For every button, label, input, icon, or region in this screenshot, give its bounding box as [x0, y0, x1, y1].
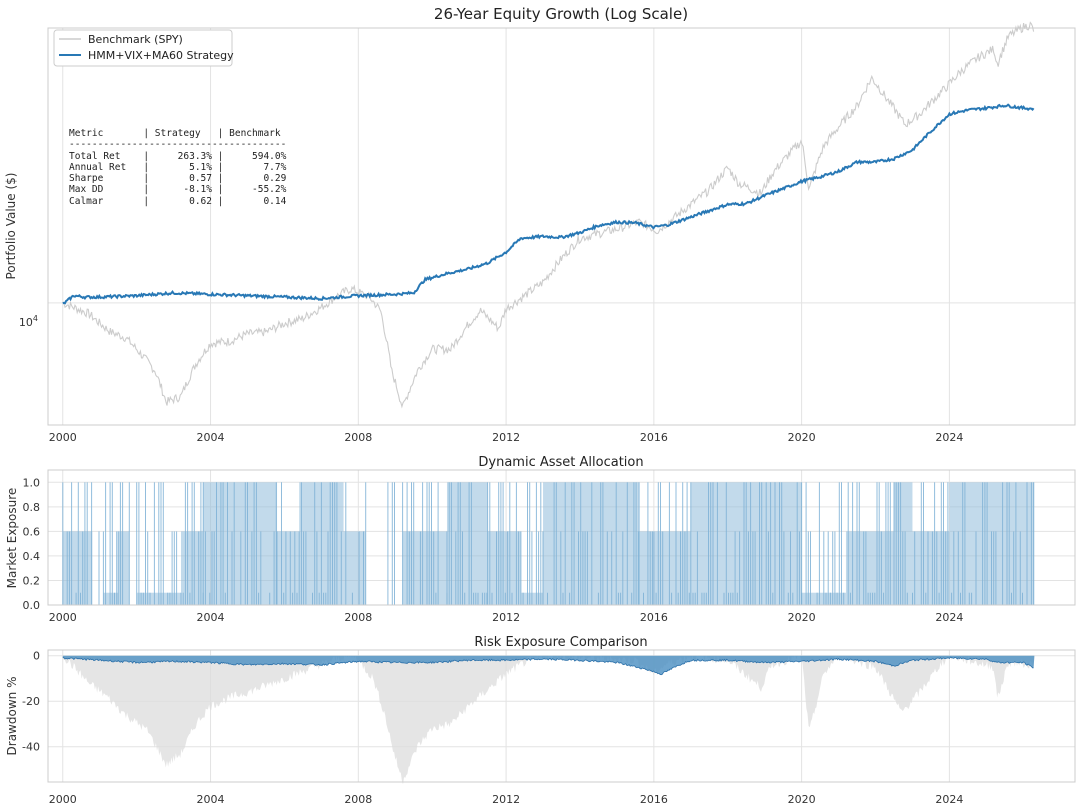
equity-y-axis-label: Portfolio Value ($) — [4, 173, 18, 280]
equity-x-tick-2020: 2020 — [788, 431, 816, 444]
drawdown-y-tick-0: 0 — [33, 650, 40, 663]
allocation-y-tick-0.2: 0.2 — [23, 574, 41, 587]
benchmark-line — [62, 21, 1035, 409]
drawdown-x-tick-2000: 2000 — [49, 793, 77, 806]
drawdown-x-tick-2016: 2016 — [640, 793, 668, 806]
drawdown-x-tick-2004: 2004 — [197, 793, 225, 806]
equity-x-tick-2004: 2004 — [197, 431, 225, 444]
equity-plot-frame — [47, 27, 1076, 426]
legend-label-strategy: HMM+VIX+MA60 Strategy — [88, 49, 234, 62]
drawdown-x-ticks: 2000 2004 2008 2012 2016 2020 2024 — [49, 793, 964, 806]
allocation-regime-6 — [203, 482, 278, 605]
equity-y-tick-10k: 104 — [19, 314, 38, 329]
allocation-regime-13 — [487, 531, 521, 605]
allocation-regime-11 — [402, 531, 447, 605]
strategy-drawdown-area — [62, 655, 1035, 675]
allocation-plot-frame — [47, 469, 1076, 606]
allocation-y-tick-0.8: 0.8 — [23, 501, 41, 514]
drawdown-x-tick-2020: 2020 — [788, 793, 816, 806]
drawdown-y-axis-label: Drawdown % — [5, 677, 19, 756]
allocation-x-tick-2024: 2024 — [935, 611, 963, 624]
strategy-drawdown-line — [62, 656, 1034, 676]
stats-row-annual-ret: Annual Ret | 5.1% | 7.7% — [69, 162, 287, 173]
drawdown-chart-title: Risk Exposure Comparison — [474, 635, 647, 650]
allocation-regime-12 — [446, 482, 488, 605]
allocation-y-axis-label: Market Exposure — [5, 488, 19, 589]
allocation-regime-9 — [343, 531, 366, 605]
equity-x-tick-2024: 2024 — [935, 431, 963, 444]
allocation-x-tick-2012: 2012 — [492, 611, 520, 624]
allocation-x-tick-2020: 2020 — [788, 611, 816, 624]
equity-x-tick-2008: 2008 — [344, 431, 372, 444]
allocation-x-ticks: 2000 2004 2008 2012 2016 2020 2024 — [49, 611, 964, 624]
stats-table: Metric | Strategy | Benchmark ----------… — [69, 128, 287, 207]
equity-chart-title: 26-Year Equity Growth (Log Scale) — [434, 5, 688, 23]
equity-series — [62, 21, 1035, 409]
benchmark-drawdown-area — [62, 655, 1035, 785]
stats-row-calmar: Calmar | 0.62 | 0.14 — [69, 196, 287, 207]
allocation-y-tick-0.6: 0.6 — [23, 525, 41, 538]
allocation-x-tick-2000: 2000 — [49, 611, 77, 624]
allocation-bars — [62, 482, 1035, 605]
strategy-line — [62, 103, 1035, 305]
allocation-y-tick-1.0: 1.0 — [23, 476, 41, 489]
allocation-regime-7 — [277, 531, 300, 605]
drawdown-x-tick-2012: 2012 — [492, 793, 520, 806]
drawdown-x-tick-2024: 2024 — [935, 793, 963, 806]
equity-x-ticks: 2000 2004 2008 2012 2016 2020 2024 — [49, 431, 964, 444]
allocation-x-tick-2016: 2016 — [640, 611, 668, 624]
stats-row-max-dd: Max DD | -8.1% | -55.2% — [69, 184, 287, 195]
stats-header: Metric | Strategy | Benchmark — [69, 128, 281, 139]
allocation-chart-title: Dynamic Asset Allocation — [478, 455, 643, 470]
stats-row-total-ret: Total Ret | 263.3% | 594.0% — [69, 151, 287, 162]
equity-gridlines — [48, 28, 1075, 425]
allocation-regime-16 — [639, 531, 654, 605]
stats-row-sharpe: Sharpe | 0.57 | 0.29 — [69, 173, 287, 184]
equity-panel: 26-Year Equity Growth (Log Scale) 2000 20… — [4, 5, 1076, 444]
drawdown-series — [62, 655, 1035, 785]
allocation-y-tick-0.4: 0.4 — [23, 550, 41, 563]
allocation-panel: Dynamic Asset Allocation 2000 2004 2008 201… — [5, 455, 1076, 624]
allocation-y-tick-0.0: 0.0 — [23, 599, 41, 612]
stats-separator: -------------------------------------- — [69, 139, 286, 150]
drawdown-y-tick--40: -40 — [22, 741, 40, 754]
legend-box — [53, 29, 233, 67]
equity-legend: Benchmark (SPY) HMM+VIX+MA60 Strategy — [53, 29, 234, 67]
drawdown-y-ticks: 0 -20 -40 — [22, 650, 40, 754]
drawdown-plot-frame — [47, 649, 1076, 783]
drawdown-y-tick--20: -20 — [22, 695, 40, 708]
allocation-x-tick-2008: 2008 — [344, 611, 372, 624]
drawdown-panel: Risk Exposure Comparison 2000 2004 2008 201… — [5, 635, 1076, 806]
equity-x-tick-2000: 2000 — [49, 431, 77, 444]
equity-x-tick-2016: 2016 — [640, 431, 668, 444]
equity-x-tick-2012: 2012 — [492, 431, 520, 444]
allocation-regime-3 — [118, 531, 130, 605]
allocation-y-ticks: 0.0 0.2 0.4 0.6 0.8 1.0 — [23, 476, 41, 612]
legend-label-benchmark: Benchmark (SPY) — [88, 33, 183, 46]
allocation-x-tick-2004: 2004 — [197, 611, 225, 624]
drawdown-x-tick-2008: 2008 — [344, 793, 372, 806]
allocation-regime-15 — [543, 482, 640, 605]
